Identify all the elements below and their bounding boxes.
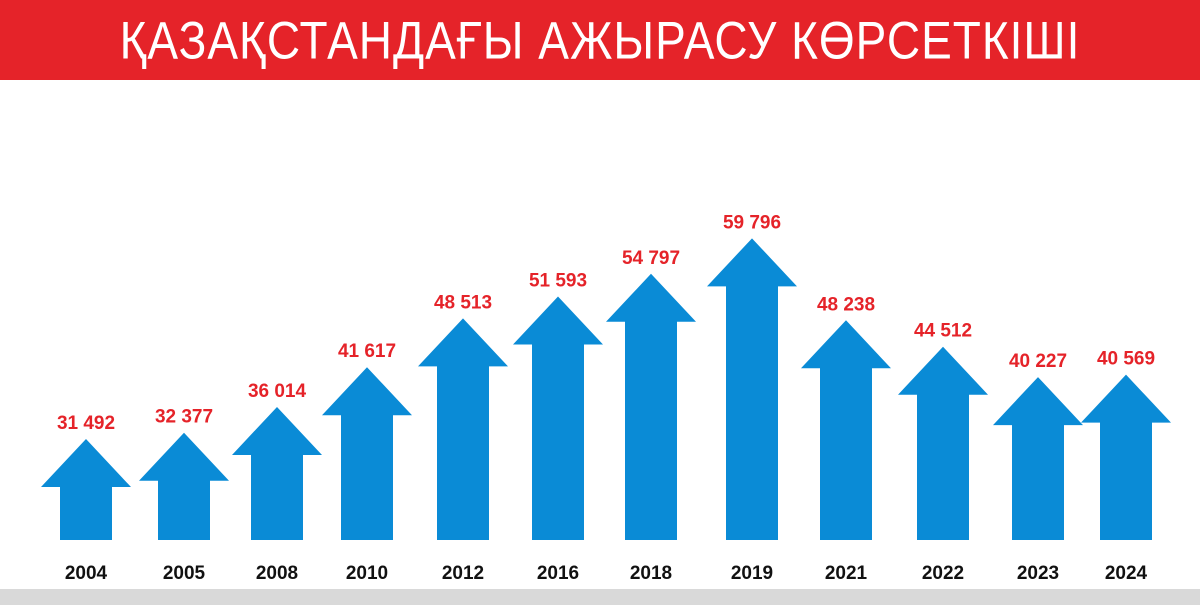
year-label: 2004 xyxy=(65,563,108,584)
arrow-bar-2018 xyxy=(606,273,696,540)
arrow-bar-2005 xyxy=(139,432,229,540)
arrow-bar-2010 xyxy=(322,367,412,540)
value-label: 40 227 xyxy=(1009,351,1067,372)
page-title: ҚАЗАҚСТАНДАҒЫ АЖЫРАСУ КӨРСЕТКІШІ xyxy=(119,10,1081,70)
value-label: 31 492 xyxy=(57,413,115,434)
year-label: 2019 xyxy=(731,563,773,584)
year-label: 2016 xyxy=(537,563,579,584)
year-label: 2010 xyxy=(346,563,388,584)
year-label: 2018 xyxy=(630,563,672,584)
arrow-bars xyxy=(41,238,1171,540)
value-label: 36 014 xyxy=(248,381,307,402)
value-label: 48 238 xyxy=(817,294,875,315)
year-label: 2021 xyxy=(825,563,868,584)
arrow-bar-2019 xyxy=(707,238,797,540)
year-label: 2005 xyxy=(163,563,206,584)
value-label: 48 513 xyxy=(434,292,492,313)
arrow-bar-2022 xyxy=(898,346,988,540)
arrow-bar-2008 xyxy=(232,406,322,540)
value-label: 32 377 xyxy=(155,407,213,428)
arrow-bar-2016 xyxy=(513,296,603,540)
arrow-bar-2024 xyxy=(1081,374,1171,540)
value-label: 59 796 xyxy=(723,212,781,233)
year-label: 2012 xyxy=(442,563,484,584)
year-label: 2023 xyxy=(1017,563,1059,584)
value-label: 44 512 xyxy=(914,321,972,342)
value-label: 41 617 xyxy=(338,341,396,362)
footer-strip xyxy=(0,589,1200,605)
value-label: 40 569 xyxy=(1097,349,1155,370)
arrow-bar-2021 xyxy=(801,320,891,540)
year-label: 2024 xyxy=(1105,563,1148,584)
arrow-bar-2023 xyxy=(993,377,1083,540)
arrow-bar-2012 xyxy=(418,318,508,540)
year-label: 2022 xyxy=(922,563,964,584)
value-labels: 31 492 32 377 36 014 41 617 48 513 51 593 54 7… xyxy=(57,212,1155,434)
value-label: 54 797 xyxy=(622,248,680,269)
year-labels: 2004 2005 2008 2010 2012 2016 2018 2019 2021 2022… xyxy=(65,563,1148,584)
year-label: 2008 xyxy=(256,563,298,584)
arrow-bar-2004 xyxy=(41,439,131,540)
title-banner xyxy=(0,0,1200,80)
value-label: 51 593 xyxy=(529,271,587,292)
